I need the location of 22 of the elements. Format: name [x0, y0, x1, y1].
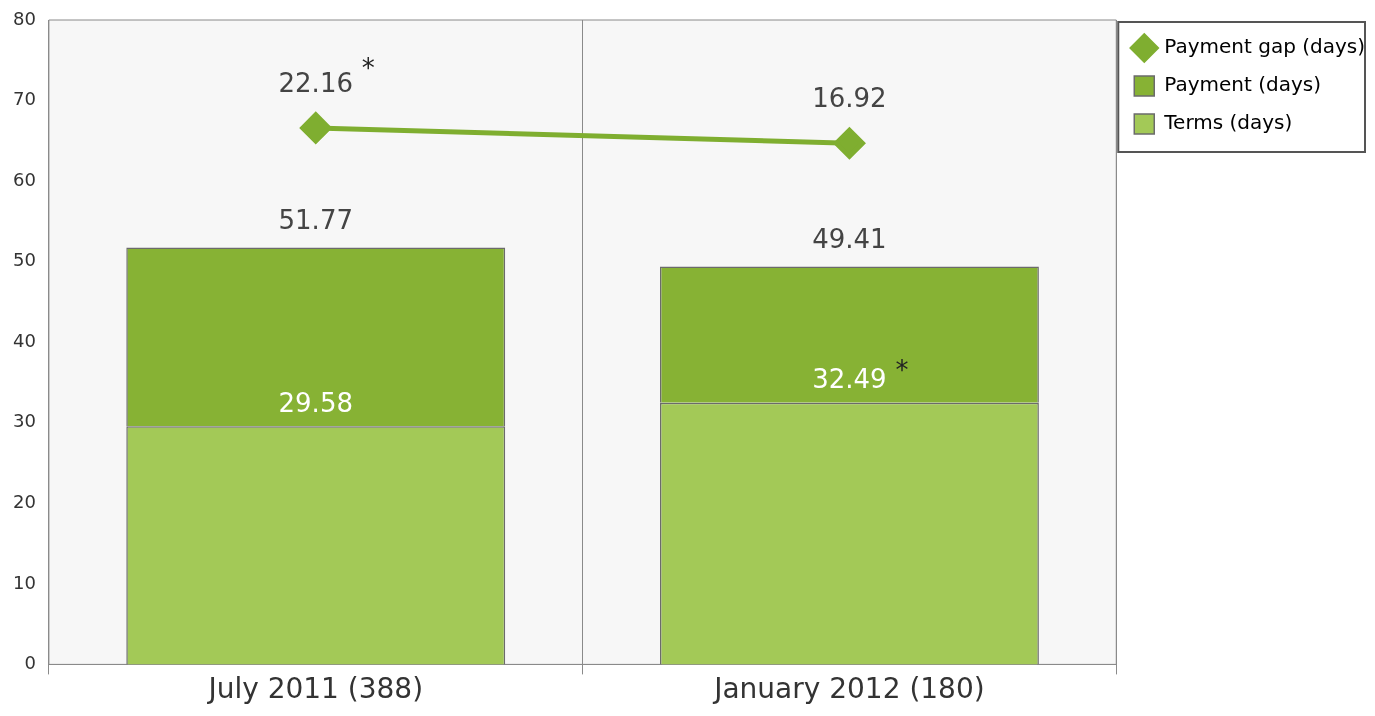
x-tick-label: January 2012 (180): [712, 672, 985, 706]
y-tick-label: 0: [24, 652, 36, 674]
legend-label: Payment (days): [1164, 72, 1321, 97]
y-tick-label: 50: [13, 249, 36, 271]
legend-label: Payment gap (days): [1164, 34, 1365, 59]
y-tick-label: 10: [13, 571, 36, 593]
data-label: 16.92: [812, 83, 887, 114]
data-label: 22.16: [278, 67, 353, 98]
data-label: 32.49: [812, 364, 887, 395]
total-label: 51.77: [278, 205, 353, 236]
y-tick-label: 30: [13, 410, 36, 432]
total-label: 49.41: [812, 224, 887, 255]
x-tick-label: July 2011 (388): [206, 672, 424, 706]
y-tick-label: 60: [13, 168, 36, 190]
y-tick-label: 70: [13, 88, 36, 110]
annotation: *: [895, 355, 909, 386]
y-tick-label: 40: [13, 329, 36, 351]
legend-label: Terms (days): [1163, 110, 1293, 135]
annotation: *: [361, 52, 375, 83]
y-tick-label: 80: [13, 7, 36, 29]
data-label: 29.58: [278, 387, 353, 418]
y-tick-label: 20: [13, 490, 36, 512]
